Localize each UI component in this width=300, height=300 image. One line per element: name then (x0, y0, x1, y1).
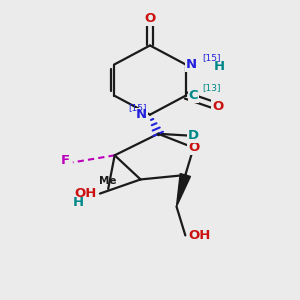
Text: OH: OH (188, 229, 211, 242)
Polygon shape (176, 174, 190, 206)
Text: [15]: [15] (202, 53, 220, 62)
Text: O: O (188, 141, 199, 154)
Text: OH: OH (75, 187, 97, 200)
Text: F: F (61, 154, 70, 167)
Text: O: O (212, 100, 223, 113)
Text: Me: Me (99, 176, 117, 186)
Text: O: O (144, 13, 156, 26)
Text: D: D (188, 129, 199, 142)
Text: [13]: [13] (202, 84, 220, 93)
Text: C: C (189, 89, 199, 102)
Text: H: H (72, 196, 83, 209)
Text: N: N (186, 58, 197, 71)
Text: [15]: [15] (128, 103, 146, 112)
Text: N: N (136, 108, 147, 121)
Text: H: H (214, 60, 225, 73)
